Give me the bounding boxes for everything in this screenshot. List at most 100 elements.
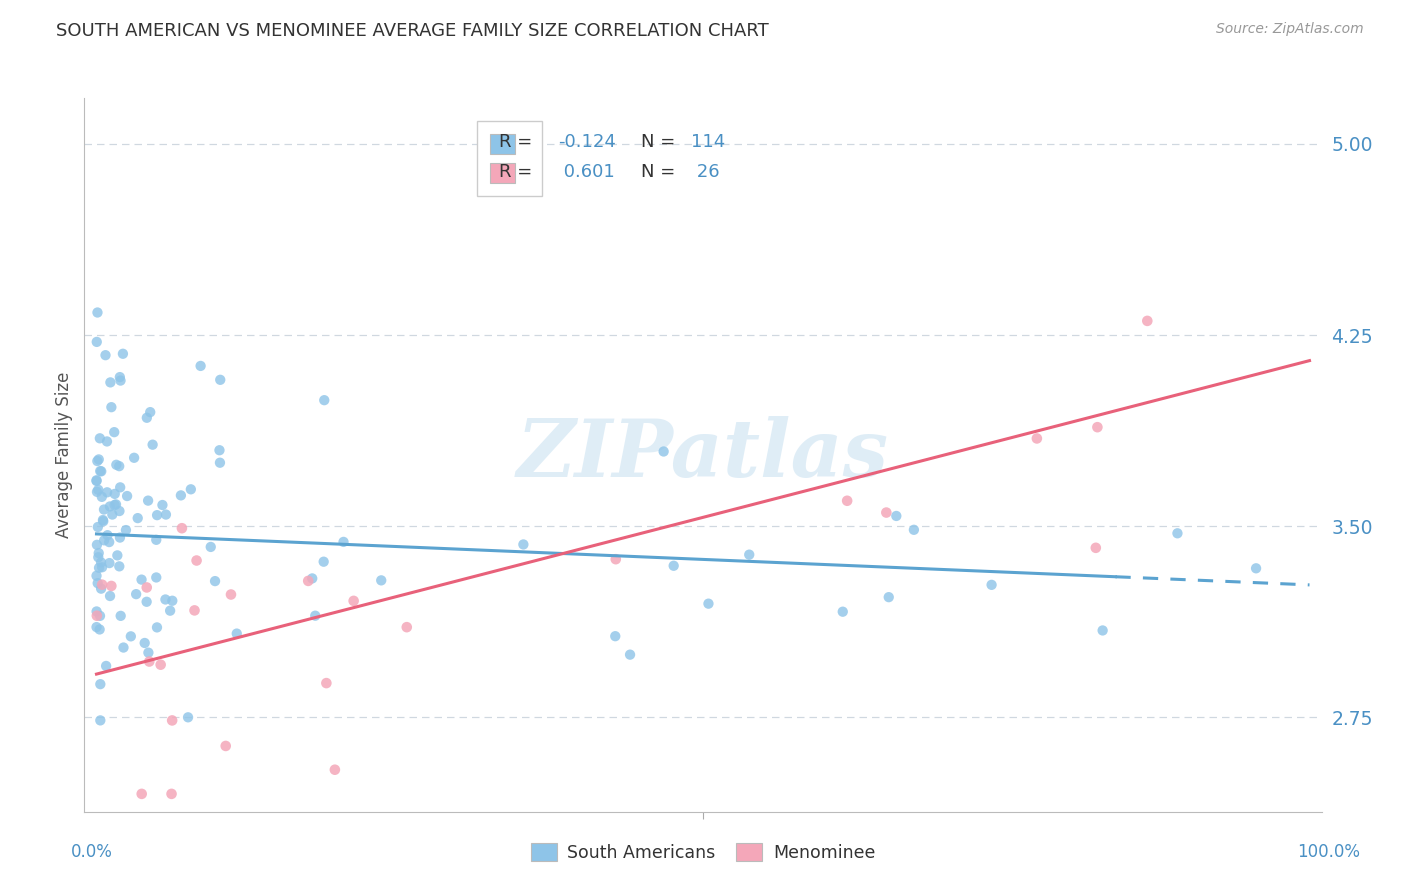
Point — [370, 574, 392, 588]
Point — [90, 490, 112, 504]
Point — [135, 410, 157, 425]
Point — [343, 594, 366, 608]
Point — [122, 450, 145, 465]
Point — [1244, 561, 1267, 575]
Point — [108, 531, 131, 545]
Point — [108, 504, 131, 518]
Point — [96, 485, 118, 500]
Text: SOUTH AMERICAN VS MENOMINEE AVERAGE FAMILY SIZE CORRELATION CHART: SOUTH AMERICAN VS MENOMINEE AVERAGE FAMI… — [56, 22, 769, 40]
Point — [145, 533, 167, 547]
Point — [100, 400, 122, 414]
Point — [115, 523, 138, 537]
Point — [200, 540, 222, 554]
Point — [93, 533, 115, 548]
Point — [186, 553, 208, 567]
Point — [155, 508, 177, 522]
Point — [149, 657, 172, 672]
Point — [100, 376, 122, 390]
Point — [86, 334, 108, 349]
Point — [94, 348, 117, 362]
Point — [145, 570, 167, 584]
Point — [139, 405, 162, 419]
Point — [90, 582, 112, 596]
Legend: South Americans, Menominee: South Americans, Menominee — [522, 835, 884, 871]
Point — [86, 576, 108, 591]
Text: 0.0%: 0.0% — [70, 843, 112, 861]
Point — [89, 464, 111, 478]
Point — [332, 535, 354, 549]
Point — [875, 506, 897, 520]
Point — [108, 370, 131, 384]
Point — [315, 676, 337, 690]
Point — [94, 659, 117, 673]
Point — [652, 444, 675, 458]
Point — [160, 787, 183, 801]
Point — [91, 513, 114, 527]
Point — [93, 502, 115, 516]
Point — [90, 556, 112, 570]
Point — [312, 555, 335, 569]
Point — [134, 636, 156, 650]
Point — [105, 549, 128, 563]
Point — [1091, 624, 1114, 638]
Text: R =: R = — [499, 134, 538, 152]
Point — [108, 559, 131, 574]
Point — [100, 579, 122, 593]
Point — [87, 520, 110, 534]
Point — [89, 677, 111, 691]
Point — [91, 560, 114, 574]
Point — [512, 537, 534, 551]
Point — [323, 763, 346, 777]
Point — [90, 464, 112, 478]
Point — [103, 425, 125, 439]
Point — [183, 603, 205, 617]
Point — [89, 608, 111, 623]
Point — [86, 608, 108, 623]
Point — [180, 483, 202, 497]
Point — [104, 487, 127, 501]
Point — [162, 593, 184, 607]
Point — [314, 393, 336, 408]
Point — [884, 508, 907, 523]
Point — [605, 629, 627, 643]
Point — [304, 608, 326, 623]
Point — [225, 626, 247, 640]
Point — [111, 347, 134, 361]
Point — [127, 511, 149, 525]
Point — [297, 574, 319, 588]
Point — [208, 456, 231, 470]
Point — [91, 514, 114, 528]
Point — [115, 489, 138, 503]
Point — [98, 500, 121, 514]
Point — [160, 714, 183, 728]
Point — [831, 605, 853, 619]
Point — [87, 550, 110, 565]
Point — [87, 561, 110, 575]
Point — [215, 739, 238, 753]
Point — [738, 548, 761, 562]
Point — [903, 523, 925, 537]
Point — [1136, 314, 1159, 328]
Point — [138, 646, 160, 660]
Point — [301, 571, 323, 585]
Point — [605, 552, 627, 566]
Point — [105, 458, 128, 472]
Point — [662, 558, 685, 573]
Point — [89, 714, 111, 728]
Point — [155, 592, 177, 607]
Point — [1087, 420, 1109, 434]
Text: 26: 26 — [690, 163, 720, 181]
Point — [101, 508, 124, 522]
Point — [209, 373, 232, 387]
Point — [87, 483, 110, 497]
Point — [86, 305, 108, 319]
Point — [125, 587, 148, 601]
Point — [190, 359, 212, 373]
Point — [138, 655, 160, 669]
Text: -0.124: -0.124 — [558, 134, 616, 152]
Point — [131, 787, 153, 801]
Text: 100.0%: 100.0% — [1298, 843, 1360, 861]
Point — [96, 434, 118, 449]
Text: 0.601: 0.601 — [558, 163, 614, 181]
Point — [135, 595, 157, 609]
